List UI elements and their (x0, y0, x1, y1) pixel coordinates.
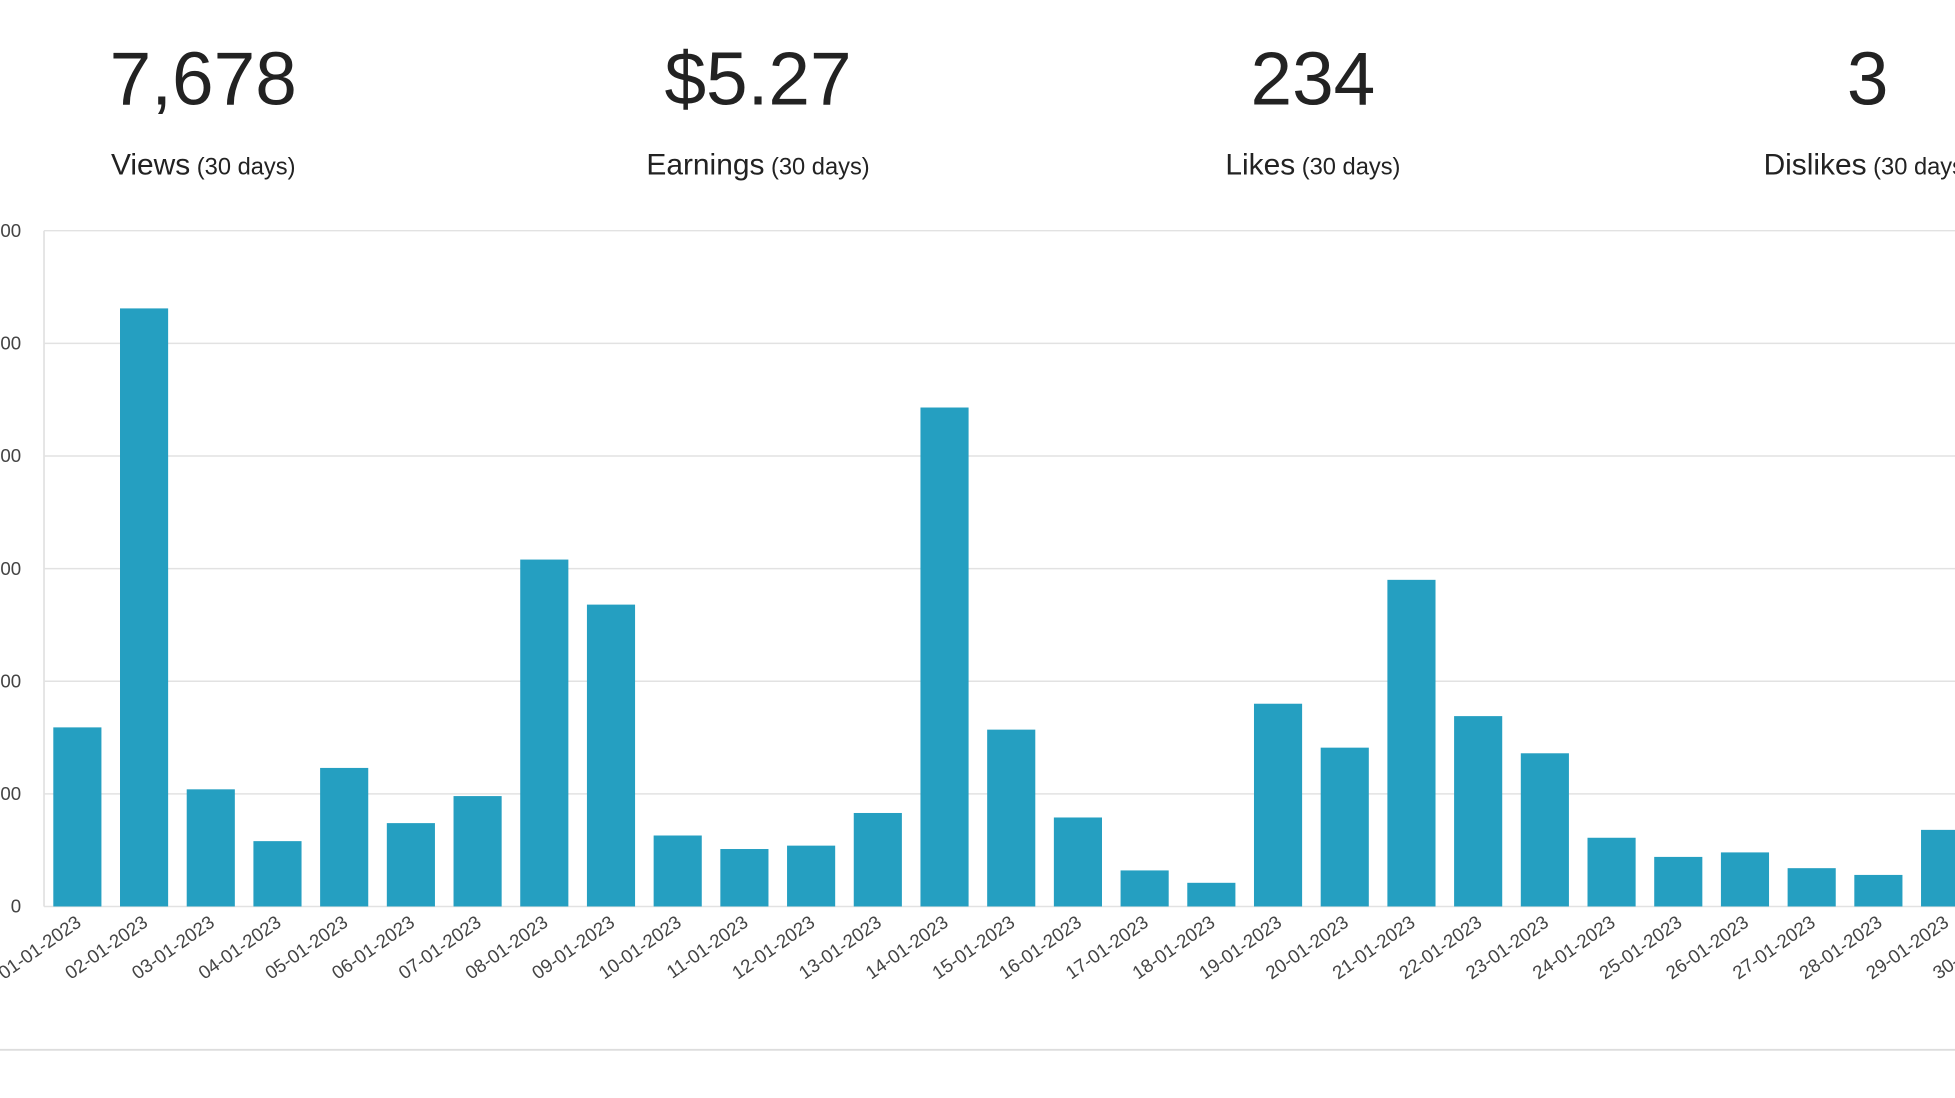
y-tick-label: 1200 (0, 220, 21, 241)
bar (1120, 870, 1169, 907)
stat-period: (30 days) (764, 155, 869, 181)
stat-value: 7,678 (110, 37, 297, 121)
chart: 02004006008001000120001-01-202302-01-202… (0, 220, 1955, 983)
stat-label-name: Dislikes (1764, 149, 1867, 182)
stat-period: (30 days) (1295, 155, 1400, 181)
bar (1320, 747, 1369, 907)
stat-label-name: Earnings (646, 149, 764, 182)
y-tick-label: 0 (11, 896, 21, 917)
bar (720, 849, 769, 907)
stat-period: (30 days) (1867, 155, 1955, 181)
stat-label: Earnings (30 days) (646, 149, 869, 182)
bar (586, 604, 636, 907)
bar (1387, 579, 1436, 907)
bar (1053, 817, 1102, 907)
bar (120, 308, 169, 907)
y-tick-label: 400 (0, 670, 21, 691)
bar (253, 841, 302, 907)
bar (1187, 882, 1236, 907)
bar (787, 845, 836, 907)
bar (453, 796, 502, 907)
y-tick-label: 800 (0, 445, 21, 466)
bar (1654, 856, 1703, 907)
stats: 7,678 Views (30 days) $5.27 Earnings (30 da… (110, 37, 1955, 182)
bar (1854, 874, 1903, 907)
stat-label: Views (30 days) (111, 149, 295, 182)
stat-label-name: Views (111, 149, 190, 182)
bar (853, 812, 902, 907)
y-tick-label: 200 (0, 783, 21, 804)
bar (1720, 852, 1770, 907)
stat-value: $5.27 (664, 37, 851, 121)
bar (1253, 703, 1303, 907)
y-tick-label: 1000 (0, 333, 21, 354)
stat-value: 3 (1847, 37, 1889, 121)
y-tick-label: 600 (0, 558, 21, 579)
stat-label-name: Likes (1225, 149, 1295, 182)
bar (1454, 716, 1503, 907)
bar (1921, 829, 1955, 907)
bar (653, 835, 702, 907)
bar (520, 559, 569, 907)
bar (53, 727, 102, 907)
bar (1787, 868, 1836, 907)
bar (1520, 753, 1569, 907)
stat-period: (30 days) (190, 155, 295, 181)
bar (920, 407, 969, 907)
bar (386, 823, 435, 907)
bar (987, 729, 1036, 907)
stat-value: 234 (1250, 37, 1375, 121)
stat-label: Likes (30 days) (1225, 149, 1400, 182)
bar (186, 789, 235, 907)
bar (1587, 837, 1636, 907)
stat-label: Dislikes (30 days) (1764, 149, 1955, 182)
bar (320, 767, 369, 907)
